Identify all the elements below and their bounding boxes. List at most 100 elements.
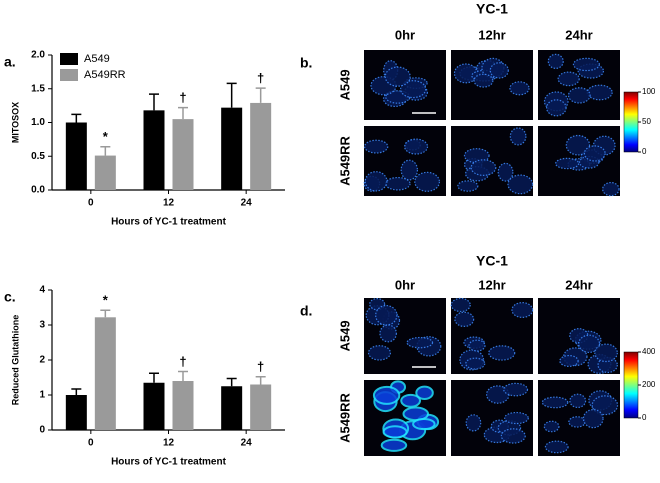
legend-label: A549RR [84, 69, 126, 81]
cell [568, 416, 586, 428]
row-label: A549RR [337, 135, 352, 185]
error-bar [226, 377, 237, 387]
bar [65, 122, 87, 190]
error-bar [149, 372, 159, 383]
error-bar [226, 82, 237, 108]
cell [468, 339, 486, 352]
panel-label: b. [300, 55, 312, 71]
cell [567, 87, 591, 104]
cell [488, 345, 516, 361]
cell [546, 99, 567, 117]
cell [367, 345, 392, 361]
colorbar-tick-label: 200 [642, 380, 656, 389]
cell [457, 180, 479, 192]
y-tick-label: 2.0 [31, 50, 45, 61]
cell [559, 354, 579, 367]
colorbar-tick-label: 0 [642, 413, 647, 422]
error-bar [100, 146, 111, 156]
error-bar [149, 93, 159, 111]
cell [412, 417, 436, 431]
cell [509, 81, 530, 96]
y-tick-label: 0.0 [31, 185, 45, 196]
colorbar-tick-label: 100 [642, 87, 656, 96]
cell [382, 425, 408, 439]
error-bar [255, 376, 266, 385]
panel-label: c. [4, 289, 16, 305]
cell [504, 411, 529, 425]
error-bar [71, 113, 82, 123]
y-axis-label: Reduced Glutathione [10, 315, 20, 406]
colorbar [623, 351, 639, 419]
significance-marker: † [179, 354, 186, 369]
colorbar [623, 91, 639, 153]
y-tick-label: 1.0 [31, 117, 45, 128]
cell [400, 159, 419, 181]
cell [400, 393, 422, 408]
row-label: A549RR [337, 392, 352, 442]
cell [465, 414, 482, 432]
error-bar [255, 87, 266, 103]
cell [594, 343, 618, 363]
x-tick-label: 12 [163, 438, 175, 449]
cell [497, 162, 514, 182]
cell [400, 80, 427, 99]
x-tick-label: 0 [88, 198, 94, 209]
cell [543, 420, 560, 433]
cell [415, 385, 434, 401]
error-bar [100, 309, 111, 318]
cell [572, 57, 600, 72]
significance-marker: † [257, 359, 264, 374]
y-axis-label: MITOSOX [10, 102, 20, 143]
x-axis-label: Hours of YC-1 treatment [111, 457, 227, 468]
cell [375, 304, 398, 326]
row-label: A549 [337, 69, 352, 100]
cell [569, 393, 587, 409]
y-tick-label: 0.5 [31, 151, 45, 162]
significance-marker: † [257, 71, 264, 86]
x-tick-label: 12 [163, 198, 175, 209]
cell [555, 157, 580, 170]
cell [507, 174, 534, 195]
bar [250, 384, 272, 430]
cell [586, 84, 613, 101]
cell [454, 311, 475, 327]
bar [65, 395, 87, 430]
row-label: A549 [337, 320, 352, 351]
cell [511, 302, 534, 319]
cell [578, 334, 601, 354]
x-tick-label: 24 [241, 198, 253, 209]
colorbar-tick-label: 400 [642, 347, 656, 356]
cell [372, 385, 401, 405]
cell [547, 53, 564, 70]
legend-swatch [60, 53, 78, 65]
y-tick-label: 1 [39, 390, 45, 401]
error-bar [71, 388, 82, 395]
cell [465, 357, 486, 370]
y-tick-label: 3 [39, 320, 45, 331]
bar [94, 317, 116, 430]
cell [489, 62, 509, 79]
cell [364, 139, 389, 154]
cell [380, 438, 408, 452]
cell [544, 440, 569, 454]
column-header: 12hr [478, 277, 505, 292]
y-tick-label: 1.5 [31, 83, 45, 94]
cell [404, 138, 429, 155]
panel-title: YC-1 [476, 1, 508, 17]
cell [565, 134, 591, 156]
column-header: 12hr [478, 27, 505, 42]
error-bar [178, 370, 188, 381]
column-header: 0hr [395, 27, 415, 42]
panel-label: a. [4, 54, 16, 70]
y-tick-label: 4 [39, 285, 45, 296]
x-axis-label: Hours of YC-1 treatment [111, 217, 227, 228]
cell [557, 71, 580, 87]
bar [221, 386, 243, 430]
colorbar-tick-label: 50 [642, 117, 651, 126]
bar [172, 119, 194, 190]
significance-marker: * [103, 293, 109, 308]
cell [473, 73, 494, 88]
error-bar [178, 106, 188, 120]
cell [583, 145, 606, 162]
